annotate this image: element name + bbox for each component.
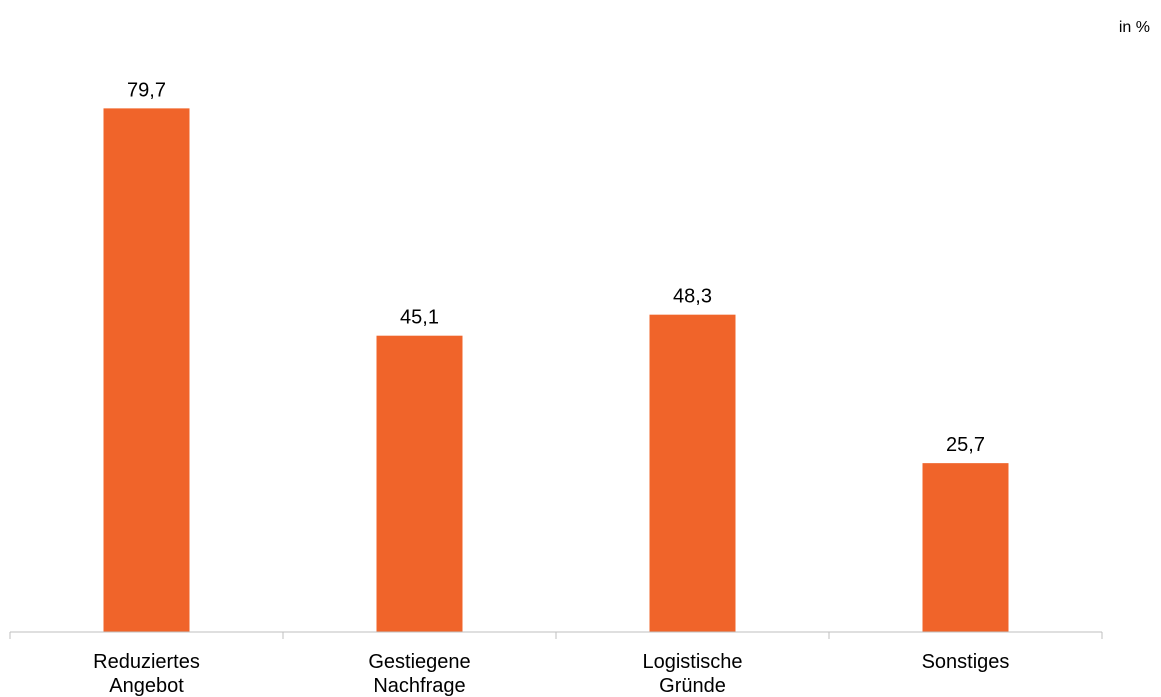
bar bbox=[922, 463, 1009, 632]
bar-value-label: 79,7 bbox=[127, 79, 166, 101]
bar-value-label: 45,1 bbox=[400, 307, 439, 329]
category-label: Logistische bbox=[642, 651, 742, 673]
category-label: Sonstiges bbox=[922, 651, 1010, 673]
category-label: Gründe bbox=[659, 675, 726, 697]
value-labels-group: 79,7 45,1 48,3 25,7 bbox=[127, 79, 985, 456]
bar-value-label: 25,7 bbox=[946, 434, 985, 456]
bar bbox=[376, 335, 463, 632]
category-label: Gestiegene bbox=[368, 651, 470, 673]
bar-value-label: 48,3 bbox=[673, 286, 712, 308]
unit-label: in % bbox=[1119, 19, 1150, 36]
x-axis-ticks bbox=[9, 632, 1103, 639]
category-label: Angebot bbox=[109, 675, 184, 697]
category-label: Reduziertes bbox=[93, 651, 200, 673]
bar bbox=[103, 108, 190, 633]
category-label: Nachfrage bbox=[373, 675, 465, 697]
bar bbox=[649, 314, 736, 632]
bars-group bbox=[103, 108, 1009, 633]
